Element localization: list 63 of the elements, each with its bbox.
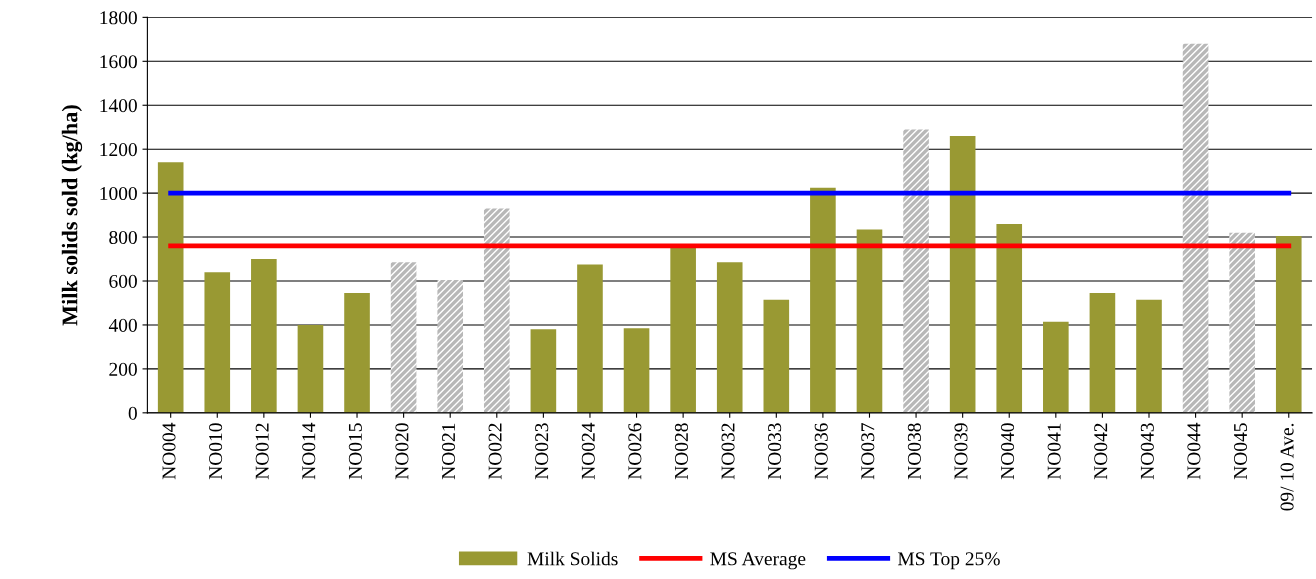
bar	[297, 324, 324, 413]
bar	[996, 223, 1023, 413]
bar	[1275, 235, 1302, 413]
y-tick-label: 1000	[100, 186, 137, 201]
y-tick-label: 400	[108, 318, 137, 332]
x-tick-label: NO015	[348, 423, 362, 480]
x-tick-label: NO012	[255, 423, 269, 480]
bar	[949, 136, 976, 413]
y-tick-label: 800	[109, 230, 137, 245]
x-tick-label: NO036	[814, 423, 828, 480]
x-tick-label: NO014	[302, 422, 316, 480]
bar	[390, 262, 417, 413]
bar	[577, 264, 603, 413]
x-tick-label: NO043	[1140, 423, 1154, 480]
bar	[1089, 293, 1116, 413]
bar	[1229, 232, 1255, 413]
x-tick-label: NO037	[861, 423, 875, 480]
x-tick-label: NO033	[768, 423, 782, 480]
x-tick-label: NO020	[395, 423, 409, 480]
bar	[204, 272, 231, 413]
x-tick-label: NO028	[674, 423, 688, 480]
bar	[623, 328, 650, 413]
bar	[437, 279, 464, 413]
bar	[716, 262, 743, 413]
bar	[157, 162, 184, 413]
bar	[903, 129, 929, 413]
y-tick-label: 600	[109, 274, 137, 288]
x-tick-label: NO038	[907, 423, 921, 480]
bar	[810, 187, 836, 413]
legend-label: MS Average	[710, 552, 806, 570]
x-tick-label: NO041	[1047, 423, 1061, 480]
bar	[251, 259, 277, 413]
y-tick-label: 1600	[100, 55, 137, 69]
x-tick-label: NO042	[1094, 423, 1108, 480]
y-axis-title: Milk solids sold (kg/ha)	[61, 105, 83, 326]
x-tick-label: NO040	[1000, 423, 1015, 480]
x-tick-label: NO021	[441, 423, 456, 480]
legend-label: MS Top 25%	[897, 552, 1000, 570]
bar	[483, 208, 510, 413]
x-tick-label: NO024	[581, 422, 595, 480]
bar	[763, 299, 790, 413]
x-tick-label: NO039	[954, 423, 968, 480]
x-tick-label: NO004	[162, 422, 176, 480]
bar	[856, 229, 883, 413]
y-tick-label: 0	[128, 406, 137, 420]
y-tick-label: 200	[109, 362, 137, 376]
legend-label: Milk Solids	[527, 551, 618, 566]
x-tick-label: NO032	[721, 423, 735, 480]
x-tick-label: NO010	[209, 423, 223, 480]
bar	[1136, 299, 1162, 413]
x-tick-label: NO023	[535, 423, 549, 480]
bar	[1182, 43, 1209, 413]
y-tick-label: 1400	[100, 99, 137, 113]
x-tick-label: NO026	[628, 423, 642, 480]
bar	[530, 329, 557, 413]
y-tick-label: 1200	[100, 143, 137, 157]
x-tick-label: 09/ 10 Ave.	[1280, 423, 1294, 511]
x-tick-label: NO045	[1233, 423, 1248, 480]
x-tick-label: NO044	[1187, 422, 1201, 480]
y-tick-label: 1800	[100, 11, 137, 25]
bar	[1043, 321, 1069, 413]
x-tick-label: NO022	[488, 423, 502, 480]
bar	[344, 293, 370, 413]
